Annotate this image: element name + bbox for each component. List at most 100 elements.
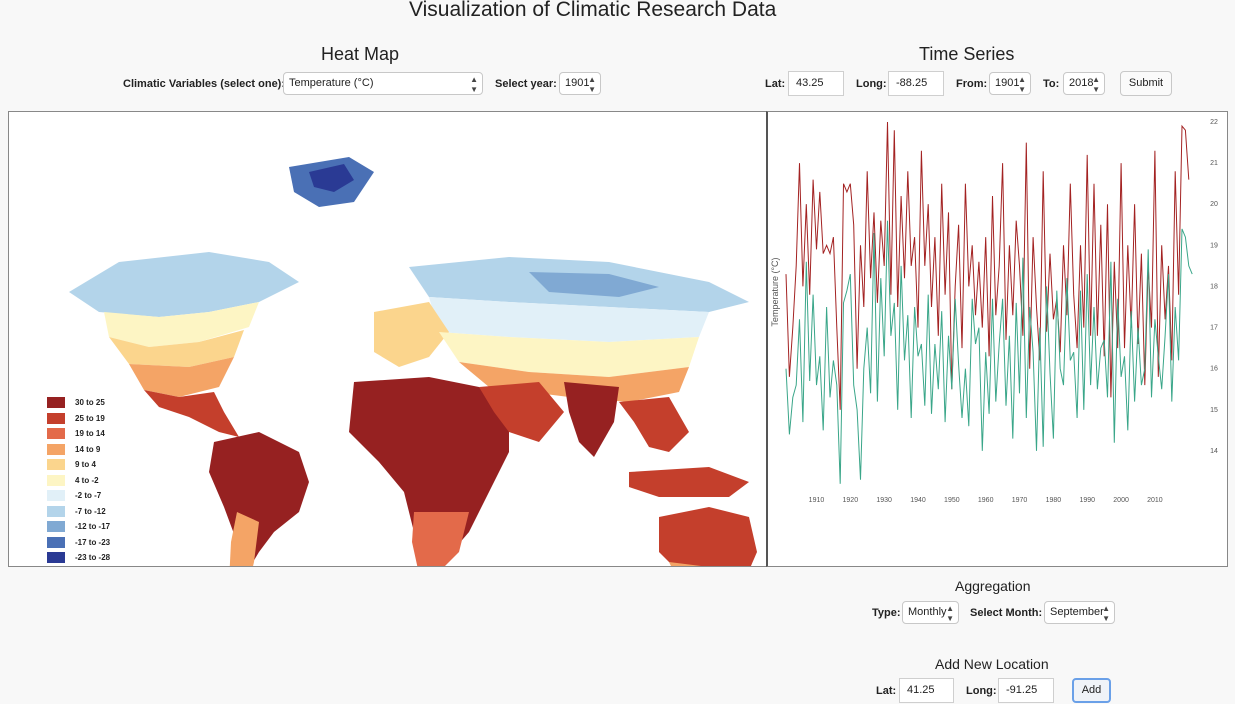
legend-swatch (47, 521, 65, 532)
add-lat-label: Lat: (876, 685, 897, 697)
ts-from-select[interactable]: 1901 ▲ ▼ (989, 72, 1031, 95)
y-tick-label: 21 (1210, 160, 1218, 167)
variable-label: Climatic Variables (select one): (123, 78, 286, 90)
legend-swatch (47, 505, 65, 517)
y-tick-label: 14 (1210, 448, 1218, 455)
x-tick-label: 2010 (1147, 497, 1163, 504)
select-arrows-icon: ▲ ▼ (470, 75, 478, 94)
map-region-africa-south (412, 512, 469, 566)
y-tick-label: 16 (1210, 366, 1218, 373)
y-tick-label: 15 (1210, 407, 1218, 414)
legend-swatch (47, 412, 65, 424)
agg-month-value: September (1050, 606, 1104, 618)
y-tick-label: 19 (1210, 242, 1218, 249)
variable-select[interactable]: Temperature (°C) ▲ ▼ (283, 72, 483, 95)
legend-label: -23 to -28 (75, 553, 111, 562)
agg-month-select[interactable]: September ▲ ▼ (1044, 601, 1115, 624)
ts-from-label: From: (956, 78, 988, 90)
map-region-south-america (209, 432, 309, 566)
submit-button[interactable]: Submit (1120, 71, 1172, 96)
legend-label: 14 to 9 (75, 444, 101, 454)
select-arrows-icon: ▲ ▼ (1092, 75, 1100, 94)
y-tick-label: 22 (1210, 119, 1218, 126)
map-region-asia-mid (429, 297, 709, 342)
select-arrows-icon: ▲ ▼ (1018, 75, 1026, 94)
legend-swatch (47, 536, 65, 548)
legend-label: -17 to -23 (75, 537, 111, 547)
x-tick-label: 1940 (910, 497, 926, 504)
heatmap-panel: 30 to 25 25 to 19 19 to 14 14 to 9 9 to 4 4 t… (8, 111, 768, 567)
y-tick-label: 20 (1210, 201, 1218, 208)
x-tick-label: 1930 (876, 497, 892, 504)
legend-label: -2 to -7 (75, 491, 102, 500)
agg-month-label: Select Month: (970, 607, 1043, 619)
series-line-1 (785, 220, 1193, 484)
map-region-canada (104, 302, 259, 347)
year-select-value: 1901 (565, 77, 590, 89)
map-region-indonesia (629, 467, 749, 497)
x-tick-label: 1950 (944, 497, 960, 504)
ts-to-label: To: (1043, 78, 1060, 90)
add-lat-input[interactable]: 41.25 (899, 678, 954, 703)
select-arrows-icon: ▲ ▼ (1102, 604, 1110, 623)
map-region-africa (349, 377, 509, 566)
legend-label: 19 to 14 (75, 429, 105, 438)
add-location-title: Add New Location (935, 656, 1049, 672)
x-tick-label: 1980 (1046, 497, 1062, 504)
year-select[interactable]: 1901 ▲ ▼ (559, 72, 601, 95)
legend-label: -7 to -12 (75, 506, 106, 516)
ts-lat-label: Lat: (765, 78, 786, 90)
y-tick-label: 17 (1210, 325, 1218, 332)
x-tick-label: 1920 (843, 497, 859, 504)
series-line-0 (785, 121, 1190, 410)
map-region-asia-south-mid (459, 362, 689, 402)
agg-type-select[interactable]: Monthly ▲ ▼ (902, 601, 959, 624)
map-region-north-america-north (69, 252, 299, 317)
map-region-us-south (129, 357, 234, 397)
legend-swatch (47, 474, 65, 486)
map-region-siberia-cold (529, 272, 659, 297)
x-tick-label: 1910 (809, 497, 825, 504)
legend-swatch (47, 490, 65, 501)
legend-label: 25 to 19 (75, 413, 105, 423)
heatmap-title: Heat Map (321, 44, 400, 64)
world-map[interactable] (9, 112, 767, 566)
page-title: Visualization of Climatic Research Data (409, 0, 777, 21)
ts-to-value: 2018 (1069, 77, 1094, 89)
select-arrows-icon: ▲ ▼ (946, 604, 954, 623)
y-tick-label: 18 (1210, 283, 1218, 290)
legend-label: 9 to 4 (75, 460, 96, 469)
legend-label: 4 to -2 (75, 475, 99, 485)
agg-type-value: Monthly (908, 606, 947, 618)
variable-select-value: Temperature (°C) (289, 77, 374, 89)
map-region-us-north (109, 330, 244, 367)
y-axis-label: Temperature (°C) (770, 257, 780, 326)
timeseries-panel: 1910 1920 1930 1940 1950 1960 1970 1980 1990 2000… (766, 111, 1228, 567)
agg-type-label: Type: (872, 607, 901, 619)
y-axis-ticks: 14 15 16 17 18 19 20 21 22 (1210, 119, 1218, 455)
x-axis-ticks: 1910 1920 1930 1940 1950 1960 1970 1980 1990 2000… (809, 497, 1163, 504)
ts-to-select[interactable]: 2018 ▲ ▼ (1063, 72, 1105, 95)
year-label: Select year: (495, 78, 557, 90)
map-region-asia-central (439, 332, 699, 377)
map-region-middle-east (479, 382, 564, 442)
series-lines (785, 121, 1193, 484)
map-region-india (564, 382, 619, 457)
ts-long-label: Long: (856, 78, 887, 90)
x-tick-label: 1990 (1079, 497, 1095, 504)
legend-swatch (47, 459, 65, 470)
x-tick-label: 1960 (978, 497, 994, 504)
aggregation-title: Aggregation (955, 578, 1031, 594)
timeseries-chart[interactable]: 1910 1920 1930 1940 1950 1960 1970 1980 1990 2000… (768, 112, 1228, 566)
map-region-europe (374, 302, 449, 367)
map-region-se-asia (619, 397, 689, 452)
ts-long-input[interactable]: -88.25 (888, 71, 944, 96)
legend-swatch (47, 443, 65, 455)
legend-label: -12 to -17 (75, 522, 111, 531)
ts-lat-input[interactable]: 43.25 (788, 71, 844, 96)
add-button[interactable]: Add (1072, 678, 1111, 703)
map-region-australia-south (669, 562, 701, 566)
select-arrows-icon: ▲ ▼ (588, 75, 596, 94)
x-tick-label: 2000 (1113, 497, 1129, 504)
add-long-input[interactable]: -91.25 (998, 678, 1054, 703)
